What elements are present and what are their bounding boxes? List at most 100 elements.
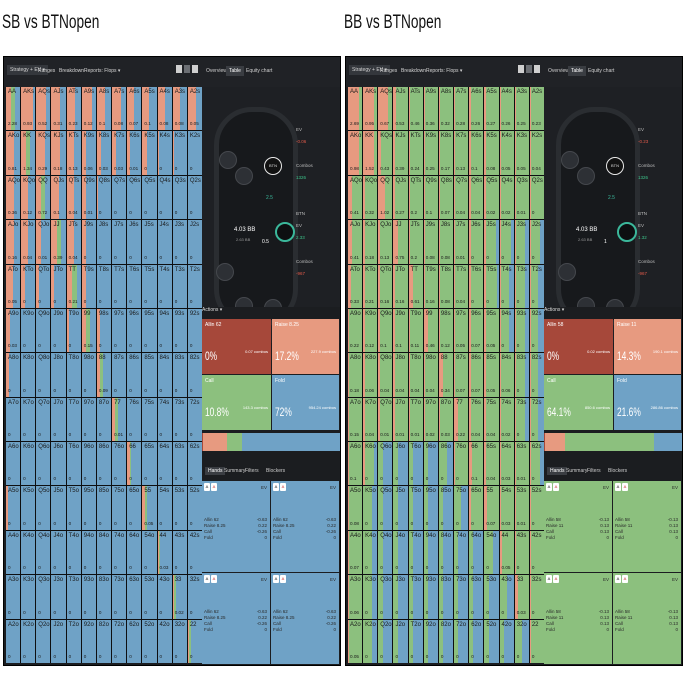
hand-cell-99[interactable]: 99 0.15 (81, 308, 96, 353)
hand-cell-83s[interactable]: 83s 0 (172, 353, 187, 397)
hand-cell-ATo[interactable]: ATo 0.05 (6, 264, 21, 308)
hand-cell-T9s[interactable]: T9s 0.16 (423, 264, 438, 308)
hand-cell-65o[interactable]: 65o 0 (469, 486, 484, 530)
hand-cell-53o[interactable]: 53o 0 (142, 575, 157, 619)
hand-cell-42s[interactable]: 42s 0 (529, 530, 544, 575)
hand-cell-J2s[interactable]: J2s 0 (187, 220, 202, 264)
hand-cell-32s[interactable]: 32s 0 (187, 575, 202, 619)
hand-cell-K7o[interactable]: K7o 0.04 (363, 397, 378, 442)
hand-cell-T6o[interactable]: T6o 0 (408, 442, 423, 486)
hand-cell-98o[interactable]: 98o 0.04 (423, 353, 438, 397)
hand-cell-73o[interactable]: 73o 0 (454, 575, 469, 619)
hand-cell-83s[interactable]: 83s 0 (514, 353, 529, 397)
hand-cell-77[interactable]: 77 0.01 (112, 397, 127, 442)
hand-cell-73s[interactable]: 73s 0 (514, 397, 529, 442)
action-raise[interactable]: Raise 11 14.3% 190.1 combos (614, 319, 681, 374)
hand-cell-JTo[interactable]: JTo 0.16 (393, 264, 408, 308)
hand-cell-33[interactable]: 33 0.03 (514, 575, 529, 619)
hand-cell-63o[interactable]: 63o 0 (127, 575, 142, 619)
hand-cell-42o[interactable]: 42o 0 (499, 619, 514, 663)
hand-cell-T8s[interactable]: T8s 0 (96, 264, 112, 308)
hand-combo-cell[interactable]: A A EV Allin 58 -0.13 Raise 11 0.13 Call 0.13 Fol… (544, 481, 612, 572)
hand-cell-A2o[interactable]: A2o 0.05 (348, 619, 363, 663)
action-raise[interactable]: Raise 8.25 17.2% 227.9 combos (272, 319, 339, 374)
hand-cell-QQ[interactable]: QQ 0.72 (36, 175, 51, 220)
breakdown-tab[interactable]: Breakdown (59, 68, 85, 74)
hand-cell-Q7s[interactable]: Q7s 0.04 (454, 175, 469, 220)
seat-0[interactable] (577, 167, 595, 185)
hand-cell-92o[interactable]: 92o 0 (81, 619, 96, 663)
hand-cell-A8o[interactable]: A8o 0 (6, 353, 21, 397)
hand-cell-T6s[interactable]: T6s 0 (469, 264, 484, 308)
hand-cell-T7o[interactable]: T7o 0.01 (408, 397, 423, 442)
hand-cell-76s[interactable]: 76s 0 (127, 397, 142, 442)
hand-cell-Q8s[interactable]: Q8s 0 (96, 175, 112, 220)
hand-cell-T3o[interactable]: T3o 0 (66, 575, 81, 619)
hand-cell-A6s[interactable]: A6s 0.07 (127, 87, 142, 131)
hand-cell-42s[interactable]: 42s 0 (187, 530, 202, 575)
hand-cell-T2o[interactable]: T2o 0 (66, 619, 81, 663)
hand-cell-A8s[interactable]: A8s 0.32 (438, 87, 454, 131)
hand-cell-A6o[interactable]: A6o 0.1 (348, 442, 363, 486)
hand-cell-A3o[interactable]: A3o 0.06 (348, 575, 363, 619)
hand-cell-55[interactable]: 55 0.07 (484, 486, 499, 530)
tab-hands[interactable]: Hands (205, 467, 226, 475)
hand-cell-22[interactable]: 22 0 (529, 619, 544, 663)
hand-cell-86o[interactable]: 86o 0 (438, 442, 454, 486)
hand-cell-75o[interactable]: 75o 0 (112, 486, 127, 530)
hand-cell-Q5o[interactable]: Q5o 0 (36, 486, 51, 530)
action-fold[interactable]: Fold 21.6% 286.86 combos (614, 375, 681, 430)
hand-cell-62s[interactable]: 62s 0 (529, 442, 544, 486)
hand-cell-T9s[interactable]: T9s 0 (81, 264, 96, 308)
hand-cell-K6s[interactable]: K6s 0.1 (469, 131, 484, 175)
hand-cell-KK[interactable]: KK 1.34 (21, 131, 36, 175)
hand-cell-AQo[interactable]: AQo 0.41 (348, 175, 363, 220)
hand-cell-96s[interactable]: 96s 0 (127, 308, 142, 353)
hand-cell-A9o[interactable]: A9o 0.22 (348, 308, 363, 353)
hand-cell-83o[interactable]: 83o 0 (438, 575, 454, 619)
hand-cell-K6o[interactable]: K6o 0 (363, 442, 378, 486)
hand-cell-A5s[interactable]: A5s 0.1 (142, 87, 157, 131)
tab-filters[interactable]: Filters (587, 468, 601, 474)
hand-cell-Q7o[interactable]: Q7o 0 (36, 397, 51, 442)
action-call[interactable]: Call 64.1% 850.6 combos (544, 375, 613, 430)
hand-combo-cell[interactable]: A A EV Allin 58 -0.13 Raise 11 0.13 Call 0.13 Fol… (613, 573, 681, 664)
hand-cell-TT[interactable]: TT 0.21 (66, 264, 81, 308)
hand-cell-TT[interactable]: TT 0.61 (408, 264, 423, 308)
hand-cell-42o[interactable]: 42o 0 (157, 619, 172, 663)
hand-cell-K4o[interactable]: K4o 0 (21, 530, 36, 575)
hand-cell-54o[interactable]: 54o 0 (484, 530, 499, 575)
hand-cell-84o[interactable]: 84o 0 (438, 530, 454, 575)
hand-cell-AKo[interactable]: AKo 0.98 (348, 131, 363, 175)
hand-cell-Q8s[interactable]: Q8s 0.07 (438, 175, 454, 220)
hand-cell-A2s[interactable]: A2s 0.05 (187, 87, 202, 131)
hand-cell-JJ[interactable]: JJ 0.75 (393, 220, 408, 264)
hand-cell-AJo[interactable]: AJo 0.16 (6, 220, 21, 264)
hand-cell-A4s[interactable]: A4s 0.26 (499, 87, 514, 131)
hand-cell-87o[interactable]: 87o 0.03 (438, 397, 454, 442)
hand-cell-Q2s[interactable]: Q2s 0 (529, 175, 544, 220)
tab-summary[interactable]: Summary (566, 468, 588, 474)
hand-cell-64s[interactable]: 64s 0 (157, 442, 172, 486)
hand-cell-KTs[interactable]: KTs 0.24 (408, 131, 423, 175)
hand-cell-K7s[interactable]: K7s 0.03 (112, 131, 127, 175)
hand-cell-64o[interactable]: 64o 0 (469, 530, 484, 575)
hand-cell-KJs[interactable]: KJs 0.39 (393, 131, 408, 175)
hand-cell-A4o[interactable]: A4o 0.07 (348, 530, 363, 575)
hand-cell-A5o[interactable]: A5o 0.08 (348, 486, 363, 530)
hand-cell-T6s[interactable]: T6s 0 (127, 264, 142, 308)
hand-cell-T5s[interactable]: T5s 0 (142, 264, 157, 308)
hand-combo-cell[interactable]: A A EV Allin 62 -0.63 Raise 8.25 0.22 Call -0.26… (202, 573, 270, 664)
view-grid-icon[interactable] (176, 65, 182, 73)
hand-cell-84s[interactable]: 84s 0.06 (499, 353, 514, 397)
hand-cell-72s[interactable]: 72s 0 (529, 397, 544, 442)
hand-cell-Q9o[interactable]: Q9o 0 (36, 308, 51, 353)
hand-cell-77[interactable]: 77 0.22 (454, 397, 469, 442)
view-compact-icon[interactable] (534, 65, 540, 73)
hand-cell-QTo[interactable]: QTo 0 (36, 264, 51, 308)
hand-cell-52o[interactable]: 52o 0 (142, 619, 157, 663)
hand-cell-J8o[interactable]: J8o 0.04 (393, 353, 408, 397)
hand-cell-ATs[interactable]: ATs 0.46 (408, 87, 423, 131)
hand-cell-J9s[interactable]: J9s 0.08 (423, 220, 438, 264)
hand-cell-82o[interactable]: 82o 0 (438, 619, 454, 663)
